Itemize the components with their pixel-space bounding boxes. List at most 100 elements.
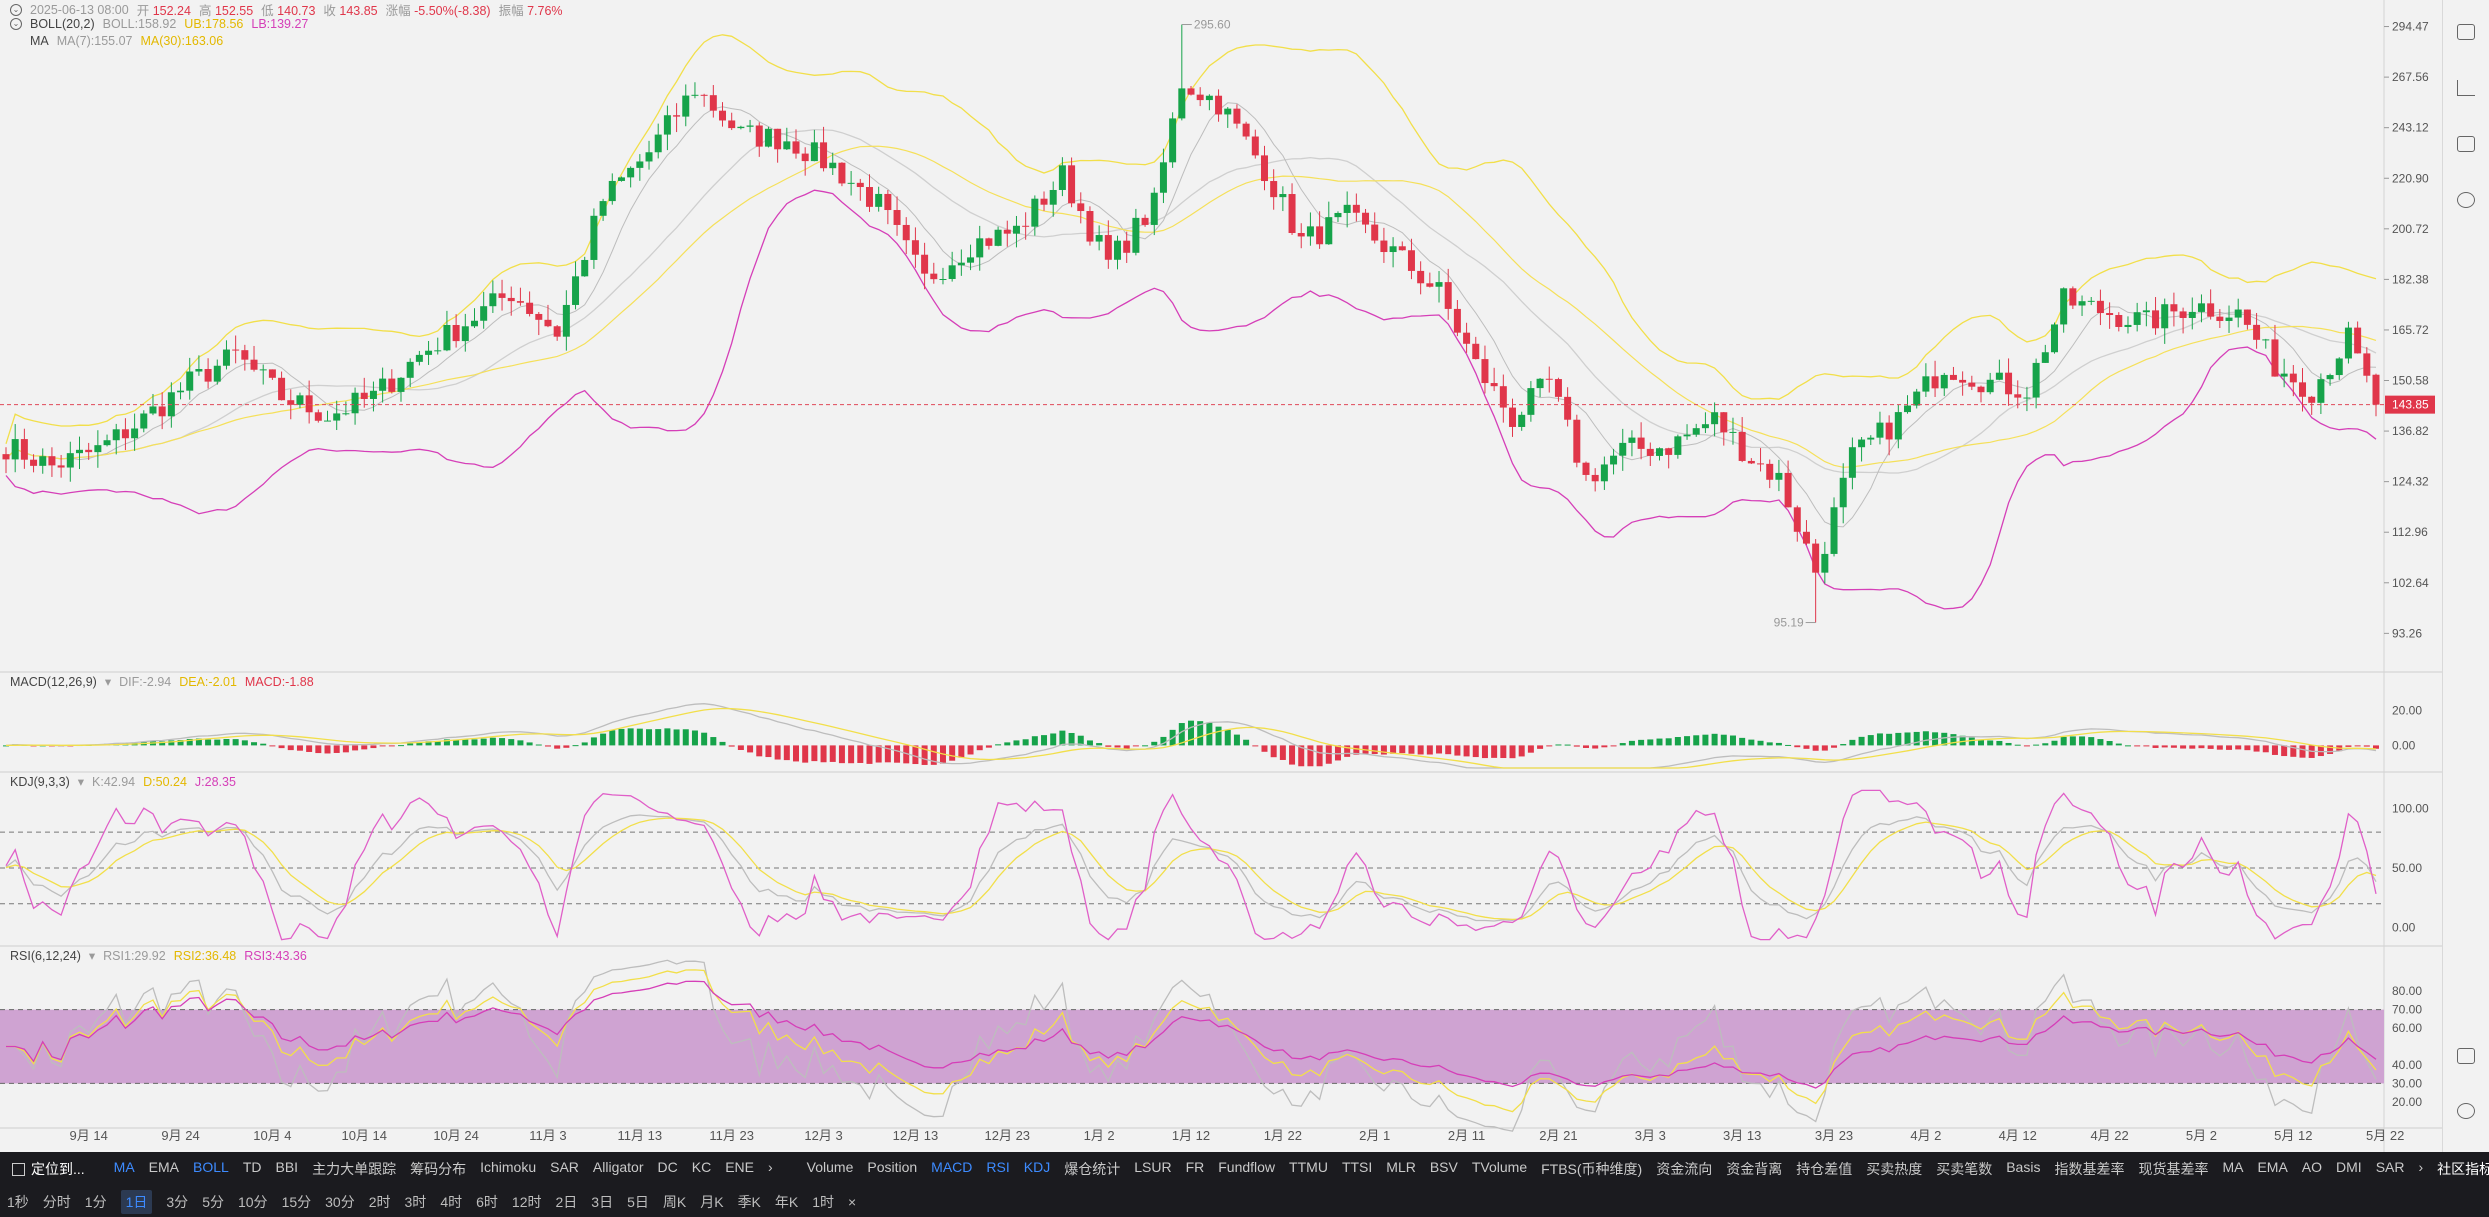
candle-body bbox=[516, 301, 524, 303]
collapse-icon[interactable]: ⌄ bbox=[10, 18, 22, 30]
timeframe-3[interactable]: 1日 bbox=[120, 1189, 153, 1214]
timeframe-11[interactable]: 4时 bbox=[440, 1193, 463, 1210]
candle-body bbox=[452, 325, 460, 342]
sub-indicator-6[interactable]: LSUR bbox=[1134, 1159, 1172, 1175]
main-indicator-0[interactable]: MA bbox=[113, 1159, 135, 1175]
history-icon[interactable] bbox=[2457, 192, 2475, 208]
macd-bar bbox=[1546, 745, 1553, 747]
timeframe-4[interactable]: 3分 bbox=[166, 1193, 189, 1210]
main-indicator-13[interactable]: › bbox=[767, 1159, 773, 1175]
macd-name[interactable]: MACD(12,26,9) bbox=[10, 674, 97, 689]
main-indicator-3[interactable]: TD bbox=[242, 1159, 262, 1175]
rsi-name[interactable]: RSI(6,12,24) bbox=[10, 948, 81, 963]
sub-indicator-7[interactable]: FR bbox=[1185, 1159, 1205, 1175]
sub-indicator-24[interactable]: EMA bbox=[2257, 1159, 2288, 1175]
sub-indicator-19[interactable]: 买卖笔数 bbox=[1936, 1161, 1993, 1177]
layout-icon[interactable] bbox=[2457, 1048, 2475, 1064]
chart-canvas[interactable]: 294.47 267.56 243.12 220.90 200.72 182.38 165.… bbox=[0, 0, 2489, 1152]
candle-body bbox=[1628, 437, 1636, 443]
sub-indicator-16[interactable]: 资金背离 bbox=[1726, 1161, 1783, 1177]
main-indicator-7[interactable]: Ichimoku bbox=[480, 1159, 537, 1175]
timeframe-9[interactable]: 2时 bbox=[368, 1193, 391, 1210]
sub-indicator-26[interactable]: DMI bbox=[2336, 1159, 2362, 1175]
dropdown-icon[interactable]: ▾ bbox=[104, 675, 112, 689]
main-indicator-11[interactable]: KC bbox=[691, 1159, 712, 1175]
timeframe-0[interactable]: 1秒 bbox=[7, 1193, 29, 1210]
dropdown-icon[interactable]: ▾ bbox=[88, 949, 96, 963]
sub-indicator-28[interactable]: › bbox=[2418, 1159, 2424, 1175]
candle-body bbox=[489, 293, 497, 307]
sub-indicator-18[interactable]: 买卖热度 bbox=[1866, 1161, 1923, 1177]
sub-indicator-8[interactable]: Fundflow bbox=[1218, 1159, 1276, 1175]
sub-indicator-1[interactable]: Position bbox=[867, 1159, 918, 1175]
export-icon[interactable] bbox=[2457, 24, 2475, 40]
timeframe-19[interactable]: 季K bbox=[737, 1193, 761, 1210]
chart-line-icon[interactable] bbox=[2457, 80, 2475, 96]
candle-body bbox=[1012, 225, 1020, 234]
candle-body bbox=[57, 465, 65, 468]
screen-icon[interactable] bbox=[2457, 136, 2475, 152]
timeframe-1[interactable]: 分时 bbox=[42, 1193, 71, 1210]
main-indicator-2[interactable]: BOLL bbox=[193, 1159, 229, 1175]
dropdown-icon[interactable]: ▾ bbox=[77, 775, 85, 789]
main-indicator-9[interactable]: Alligator bbox=[592, 1159, 644, 1175]
timeframe-17[interactable]: 周K bbox=[662, 1193, 687, 1210]
main-indicator-1[interactable]: EMA bbox=[148, 1159, 180, 1175]
macd-bar bbox=[802, 745, 809, 763]
sub-indicator-0[interactable]: Volume bbox=[806, 1159, 854, 1175]
locate-button[interactable]: 定位到... bbox=[12, 1159, 85, 1179]
sub-indicator-5[interactable]: 爆仓统计 bbox=[1064, 1161, 1121, 1177]
main-indicator-10[interactable]: DC bbox=[657, 1159, 678, 1175]
timeframe-20[interactable]: 年K bbox=[774, 1193, 799, 1210]
macd-bar bbox=[499, 738, 506, 746]
timeframe-22[interactable]: × bbox=[848, 1193, 857, 1210]
main-indicator-5[interactable]: 主力大单跟踪 bbox=[312, 1161, 397, 1177]
timeframe-12[interactable]: 6时 bbox=[476, 1193, 498, 1210]
ma-name[interactable]: MA bbox=[30, 34, 49, 48]
sub-indicator-23[interactable]: MA bbox=[2222, 1159, 2244, 1175]
support-icon[interactable] bbox=[2457, 1103, 2475, 1119]
timeframe-16[interactable]: 5日 bbox=[627, 1193, 649, 1210]
macd-bar bbox=[1123, 745, 1130, 749]
timeframe-21[interactable]: 1时 bbox=[812, 1193, 835, 1210]
sub-indicator-13[interactable]: TVolume bbox=[1471, 1159, 1528, 1175]
timeframe-10[interactable]: 3时 bbox=[404, 1193, 427, 1210]
timeframe-7[interactable]: 15分 bbox=[281, 1193, 312, 1210]
sub-indicator-21[interactable]: 指数基差率 bbox=[2054, 1161, 2125, 1177]
main-indicator-4[interactable]: BBI bbox=[275, 1159, 299, 1175]
sub-indicator-2[interactable]: MACD bbox=[931, 1159, 973, 1175]
community-indicators-button[interactable]: 社区指标 bbox=[2437, 1161, 2489, 1177]
sub-indicator-17[interactable]: 持仓差值 bbox=[1796, 1161, 1853, 1177]
sub-indicator-20[interactable]: Basis bbox=[2006, 1159, 2041, 1175]
timeframe-13[interactable]: 12时 bbox=[511, 1193, 542, 1210]
timeframe-6[interactable]: 10分 bbox=[237, 1193, 268, 1210]
sub-indicator-11[interactable]: MLR bbox=[1386, 1159, 1416, 1175]
sub-indicator-4[interactable]: KDJ bbox=[1023, 1159, 1051, 1175]
timeframe-15[interactable]: 3日 bbox=[591, 1193, 614, 1210]
timeframe-2[interactable]: 1分 bbox=[84, 1193, 107, 1210]
collapse-icon[interactable]: ⌄ bbox=[10, 3, 22, 16]
timeframe-5[interactable]: 5分 bbox=[202, 1193, 224, 1210]
main-indicator-8[interactable]: SAR bbox=[550, 1159, 579, 1175]
candle-body bbox=[1802, 531, 1810, 544]
sub-indicator-9[interactable]: TTMU bbox=[1289, 1159, 1328, 1175]
sub-indicator-25[interactable]: AO bbox=[2301, 1159, 2323, 1175]
sub-indicator-22[interactable]: 现货基差率 bbox=[2138, 1161, 2209, 1177]
main-indicator-12[interactable]: ENE bbox=[725, 1159, 754, 1175]
boll-name[interactable]: BOLL(20,2) bbox=[30, 17, 95, 31]
timeframe-14[interactable]: 2日 bbox=[555, 1193, 578, 1210]
main-indicator-6[interactable]: 筹码分布 bbox=[410, 1161, 467, 1177]
timeframe-8[interactable]: 30分 bbox=[325, 1193, 355, 1210]
timeframe-18[interactable]: 月K bbox=[700, 1193, 724, 1210]
kdj-name[interactable]: KDJ(9,3,3) bbox=[10, 774, 70, 789]
sub-indicator-14[interactable]: FTBS(币种维度) bbox=[1541, 1161, 1643, 1177]
sub-indicator-3[interactable]: RSI bbox=[986, 1159, 1010, 1175]
candle-body bbox=[1343, 204, 1351, 213]
macd-bar bbox=[1279, 745, 1286, 760]
sub-indicator-12[interactable]: BSV bbox=[1429, 1159, 1458, 1175]
sub-indicator-10[interactable]: TTSI bbox=[1341, 1159, 1373, 1175]
candle-body bbox=[2032, 362, 2040, 398]
sub-indicator-27[interactable]: SAR bbox=[2375, 1159, 2405, 1175]
sub-indicator-15[interactable]: 资金流向 bbox=[1656, 1161, 1713, 1177]
